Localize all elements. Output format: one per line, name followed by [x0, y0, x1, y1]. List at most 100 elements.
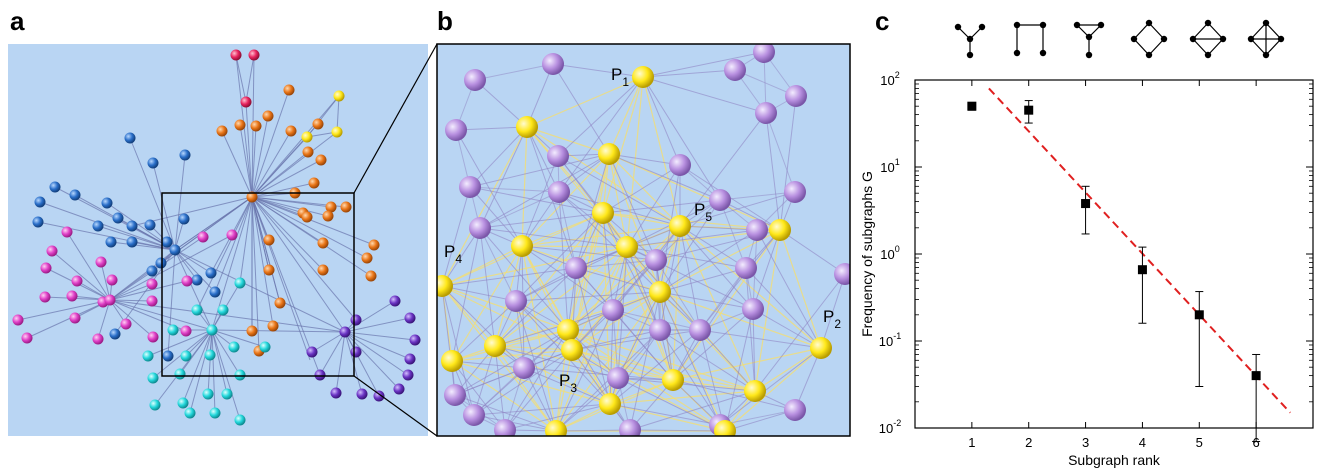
network-node [285, 125, 297, 137]
motif-icon-4 [1130, 19, 1168, 59]
hub-node [339, 326, 351, 338]
y-tick-label: 100 [880, 244, 899, 262]
x-tick-label: 2 [1025, 435, 1032, 450]
zoom-nodes [437, 44, 850, 436]
network-node [393, 383, 405, 395]
network-node [46, 245, 58, 257]
network-node [180, 350, 192, 362]
network-node [217, 304, 229, 316]
zoom-node [513, 357, 535, 379]
network-node [259, 341, 271, 353]
network-node [66, 290, 78, 302]
zoom-node [669, 154, 691, 176]
zoom-highlight-node [592, 202, 614, 224]
hub-node [104, 294, 116, 306]
zoom-node [565, 257, 587, 279]
network-node [216, 125, 228, 137]
chart-panel: 1 2 3 4 5 6 10-2 10-1 100 101 102 Subgraph rank Fr… [859, 19, 1314, 468]
hub-node [169, 244, 181, 256]
network-node [92, 220, 104, 232]
network-node [209, 407, 221, 419]
network-node [147, 372, 159, 384]
network-node [202, 388, 214, 400]
zoom-panel: P1 P2 P3 P4 P5 [436, 43, 851, 437]
network-edges [17, 54, 416, 421]
chart-axes: 1 2 3 4 5 6 10-2 10-1 100 101 102 [879, 70, 1313, 450]
network-node [325, 201, 337, 213]
network-node [181, 275, 193, 287]
motif-icon-6 [1247, 19, 1285, 59]
zoom-frame [436, 43, 851, 437]
network-node [317, 264, 329, 276]
zoom-node [742, 298, 764, 320]
network-node [250, 120, 262, 132]
zoom-highlight-node [744, 380, 766, 402]
zoom-node [494, 419, 516, 436]
motif-icon-2 [1013, 21, 1047, 57]
zoom-highlight-node [598, 143, 620, 165]
network-node [274, 297, 286, 309]
network-node [161, 236, 173, 248]
data-point [1137, 265, 1147, 275]
network-node [308, 177, 320, 189]
network-node [40, 262, 52, 274]
network-node [340, 201, 352, 213]
zoom-node [469, 217, 491, 239]
network-node [234, 277, 246, 289]
network-node [146, 265, 158, 277]
network-node [146, 295, 158, 307]
zoom-highlight-node [810, 337, 832, 359]
zoom-node [619, 419, 641, 436]
x-axis-label: Subgraph rank [1068, 452, 1161, 468]
network-node [404, 353, 416, 365]
network-node [333, 90, 345, 102]
network-node [306, 346, 318, 358]
network-node [389, 295, 401, 307]
zoom-highlight-node [649, 281, 671, 303]
y-axis-label: Frequency of subgraphs G [859, 171, 875, 337]
network-node [101, 197, 113, 209]
fit-line [988, 87, 1291, 414]
network-node [49, 181, 61, 193]
y-tick-label: 10-1 [879, 331, 901, 349]
network-node [95, 256, 107, 268]
network-node [373, 390, 385, 402]
network-node [365, 270, 377, 282]
network-node [228, 341, 240, 353]
network-node [226, 229, 238, 241]
network-node [162, 350, 174, 362]
zoom-highlight-node [557, 319, 579, 341]
motif-icon-1 [954, 23, 986, 59]
network-node [146, 278, 158, 290]
network-node [209, 286, 221, 298]
network-nodes [12, 49, 421, 426]
zoom-highlight-node [484, 335, 506, 357]
zoom-node [746, 219, 768, 241]
network-node [315, 154, 327, 166]
network-node [350, 346, 362, 358]
network-node [263, 234, 275, 246]
zoom-connector-top [353, 43, 438, 194]
network-node [331, 126, 343, 138]
hub-node [246, 191, 258, 203]
network-node [234, 119, 246, 131]
zoom-node [445, 119, 467, 141]
network-node [230, 49, 242, 61]
zoom-highlight-node [769, 219, 791, 241]
data-point [1251, 371, 1261, 381]
x-tick-label: 6 [1253, 435, 1260, 450]
zoom-node [645, 249, 667, 271]
network-node [61, 226, 73, 238]
zoom-node [602, 299, 624, 321]
network-node [246, 325, 258, 337]
network-node [147, 157, 159, 169]
network-node [21, 332, 33, 344]
zoom-node [547, 145, 569, 167]
zoom-node [755, 102, 777, 124]
zoom-node [784, 181, 806, 203]
zoom-node [753, 44, 775, 63]
network-node [144, 219, 156, 231]
zoom-node [785, 85, 807, 107]
motif-icon-3 [1073, 21, 1105, 59]
network-node [179, 149, 191, 161]
